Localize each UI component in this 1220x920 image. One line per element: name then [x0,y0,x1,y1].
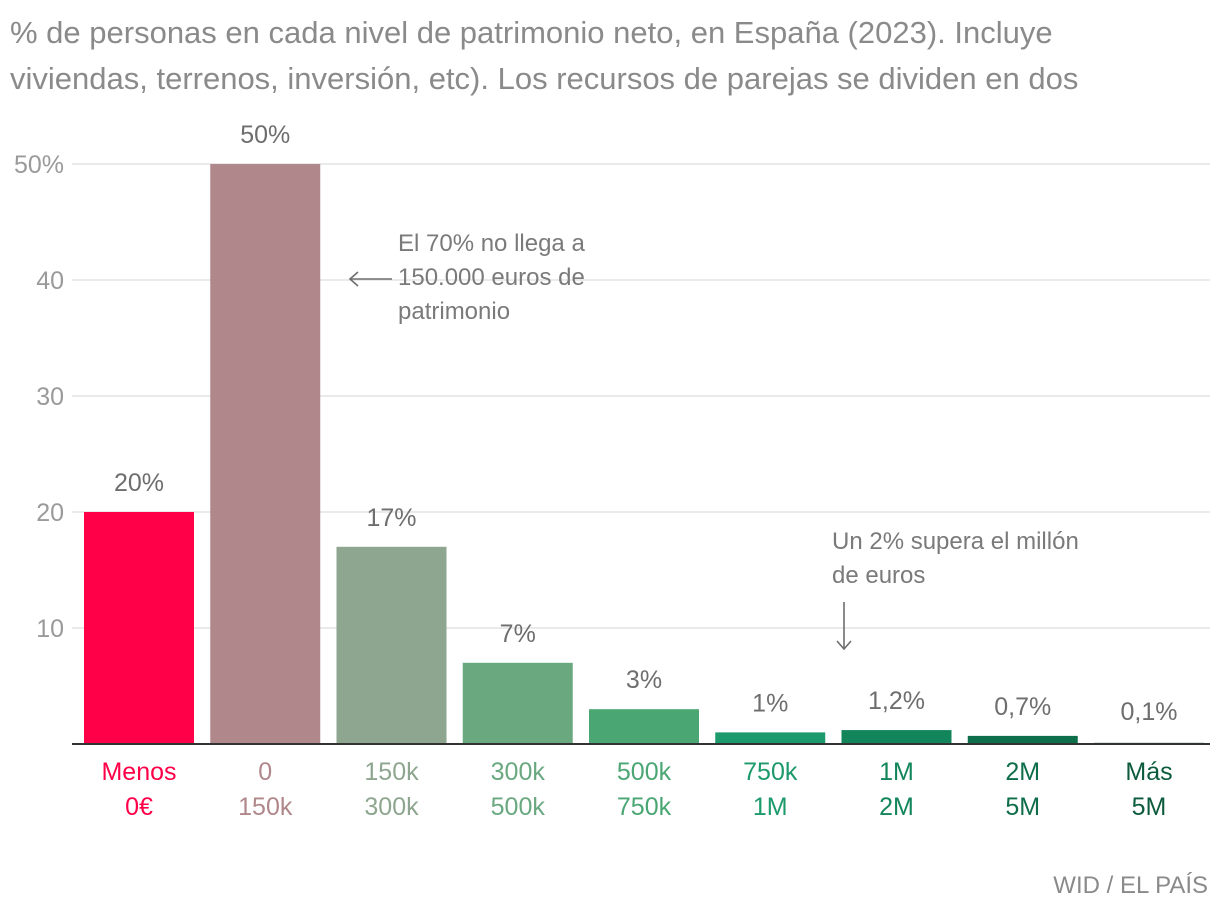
bar [589,709,699,744]
source-credit: WID / EL PAÍS [1053,872,1208,899]
bar [841,730,952,744]
annotation-arrowhead-down [836,640,852,651]
value-label: 1,2% [868,687,925,715]
x-label-line-1: 750k [743,758,798,786]
bar [462,662,573,744]
y-tick-label: 50% [14,151,64,179]
bars [84,164,1204,744]
y-axis-ticks: 10 20 30 40 50% [14,151,64,643]
y-tick-label: 40 [36,267,64,295]
x-label-line-2: 2M [879,793,914,821]
bar [84,512,194,744]
x-label-line-1: 1M [879,758,914,786]
x-axis-labels: Menos 0€ 0 150k 150k 300k 300k 500k 500k 750k 750k… [101,758,1172,821]
value-label: 17% [366,504,416,532]
annotation-70-line-2: 150.000 euros de [398,264,585,291]
value-label: 0,1% [1121,698,1178,726]
x-label-line-1: 2M [1005,758,1040,786]
x-label-line-2: 300k [364,793,419,821]
y-tick-label: 30 [36,383,64,411]
x-label-line-1: Más [1125,758,1172,786]
value-label: 7% [500,620,536,648]
value-label: 50% [240,121,290,149]
title-line-1: % de personas en cada nivel de patrimoni… [10,15,1053,50]
x-label-line-2: 0€ [125,793,153,821]
x-label-line-2: 750k [617,793,672,821]
x-label-line-1: 150k [364,758,419,786]
annotation-2-line-1: Un 2% supera el millón [832,528,1079,555]
x-label-line-1: 500k [617,758,672,786]
x-label-line-2: 500k [491,793,546,821]
bar [715,732,826,744]
x-label-line-1: 300k [491,758,546,786]
x-label-line-1: 0 [258,758,272,786]
x-label-line-2: 5M [1132,793,1167,821]
bar [967,735,1078,744]
value-label: 1% [752,689,788,717]
annotation-70-percent: El 70% no llega a 150.000 euros de patri… [348,230,585,325]
y-tick-label: 10 [36,615,64,643]
x-label-line-2: 150k [238,793,293,821]
title-line-2: viviendas, terrenos, inversión, etc). Lo… [10,61,1079,96]
annotation-2-line-2: de euros [832,562,925,589]
annotation-arrowhead-left [348,271,359,287]
bar [336,546,447,744]
value-label: 20% [114,469,164,497]
x-label-line-2: 1M [753,793,788,821]
value-labels: 20% 50% 17% 7% 3% 1% 1,2% 0,7% 0,1% [114,121,1178,726]
annotation-2-percent: Un 2% supera el millón de euros [832,528,1079,651]
y-tick-label: 20 [36,499,64,527]
annotation-70-line-1: El 70% no llega a [398,230,585,257]
value-label: 3% [626,666,662,694]
bar [210,164,321,744]
value-label: 0,7% [994,693,1051,721]
annotation-70-line-3: patrimonio [398,298,510,325]
x-label-line-2: 5M [1005,793,1040,821]
chart-title: % de personas en cada nivel de patrimoni… [10,10,1200,102]
x-label-line-1: Menos [101,758,176,786]
